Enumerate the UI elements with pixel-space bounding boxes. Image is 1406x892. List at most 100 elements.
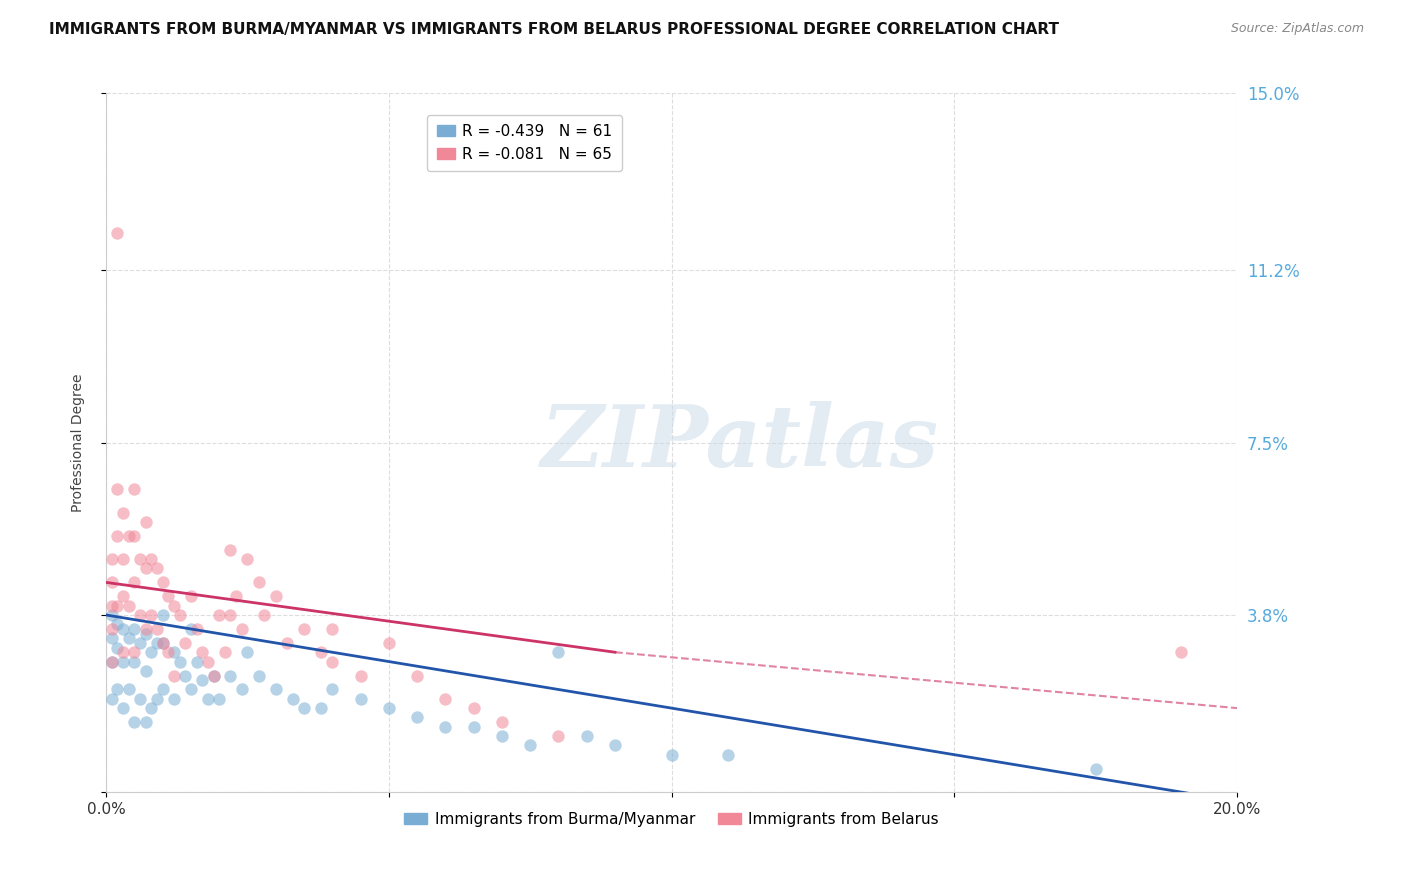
Point (219, 607, 242, 622)
Point (163, 691, 186, 706)
Point (129, 552, 152, 566)
Point (100, 655, 122, 669)
Point (214, 645, 236, 659)
Point (180, 622, 202, 636)
Point (191, 645, 214, 659)
Point (292, 622, 315, 636)
Point (118, 682, 141, 697)
Point (309, 645, 332, 659)
Point (603, 739, 626, 753)
Point (124, 482, 146, 496)
Point (135, 561, 157, 575)
Point (157, 645, 180, 659)
Point (264, 682, 287, 697)
Point (169, 655, 191, 669)
Point (349, 668, 371, 682)
Point (519, 739, 541, 753)
Point (174, 668, 197, 682)
Point (105, 482, 128, 496)
Point (141, 701, 163, 715)
Point (349, 691, 371, 706)
Point (100, 655, 122, 669)
Point (135, 515, 157, 529)
Point (129, 691, 152, 706)
Point (406, 710, 429, 724)
Point (247, 668, 270, 682)
Point (717, 747, 740, 762)
Point (112, 701, 135, 715)
Text: ZIPatlas: ZIPatlas (540, 401, 939, 484)
Point (135, 664, 157, 678)
Point (547, 645, 569, 659)
Point (186, 622, 208, 636)
Point (434, 720, 457, 734)
Point (118, 632, 141, 646)
Point (124, 575, 146, 590)
Point (112, 655, 135, 669)
Point (661, 747, 683, 762)
Point (231, 682, 253, 697)
Point (152, 636, 174, 650)
Point (146, 691, 169, 706)
Point (146, 561, 169, 575)
Point (321, 682, 343, 697)
Point (141, 607, 163, 622)
Point (141, 645, 163, 659)
Point (1084, 762, 1107, 776)
Point (202, 668, 225, 682)
Point (152, 682, 174, 697)
Point (463, 720, 485, 734)
Point (124, 655, 146, 669)
Point (146, 622, 169, 636)
Point (152, 575, 174, 590)
Point (434, 691, 457, 706)
Point (191, 673, 214, 688)
Point (463, 701, 485, 715)
Point (100, 632, 122, 646)
Point (406, 668, 429, 682)
Point (105, 640, 128, 655)
Point (152, 607, 174, 622)
Point (247, 575, 270, 590)
Point (169, 607, 191, 622)
Point (105, 226, 128, 240)
Point (124, 715, 146, 730)
Point (378, 636, 401, 650)
Point (321, 622, 343, 636)
Point (124, 645, 146, 659)
Point (219, 542, 242, 557)
Legend: Immigrants from Burma/Myanmar, Immigrants from Belarus: Immigrants from Burma/Myanmar, Immigrant… (398, 806, 945, 833)
Point (219, 668, 242, 682)
Point (152, 636, 174, 650)
Point (378, 701, 401, 715)
Point (118, 599, 141, 613)
Point (124, 529, 146, 543)
Point (105, 617, 128, 632)
Point (135, 626, 157, 640)
Point (112, 590, 135, 604)
Point (141, 552, 163, 566)
Point (575, 133, 598, 147)
Point (135, 715, 157, 730)
Point (1170, 645, 1192, 659)
Point (321, 655, 343, 669)
Point (100, 599, 122, 613)
Point (163, 668, 186, 682)
Point (100, 552, 122, 566)
Point (157, 590, 180, 604)
Point (118, 529, 141, 543)
Point (100, 575, 122, 590)
Point (100, 607, 122, 622)
Y-axis label: Professional Degree: Professional Degree (72, 374, 86, 512)
Point (129, 636, 152, 650)
Point (180, 682, 202, 697)
Point (197, 655, 219, 669)
Point (112, 645, 135, 659)
Point (264, 590, 287, 604)
Point (112, 506, 135, 520)
Point (491, 715, 513, 730)
Point (281, 691, 304, 706)
Text: Source: ZipAtlas.com: Source: ZipAtlas.com (1230, 22, 1364, 36)
Point (202, 668, 225, 682)
Point (491, 729, 513, 743)
